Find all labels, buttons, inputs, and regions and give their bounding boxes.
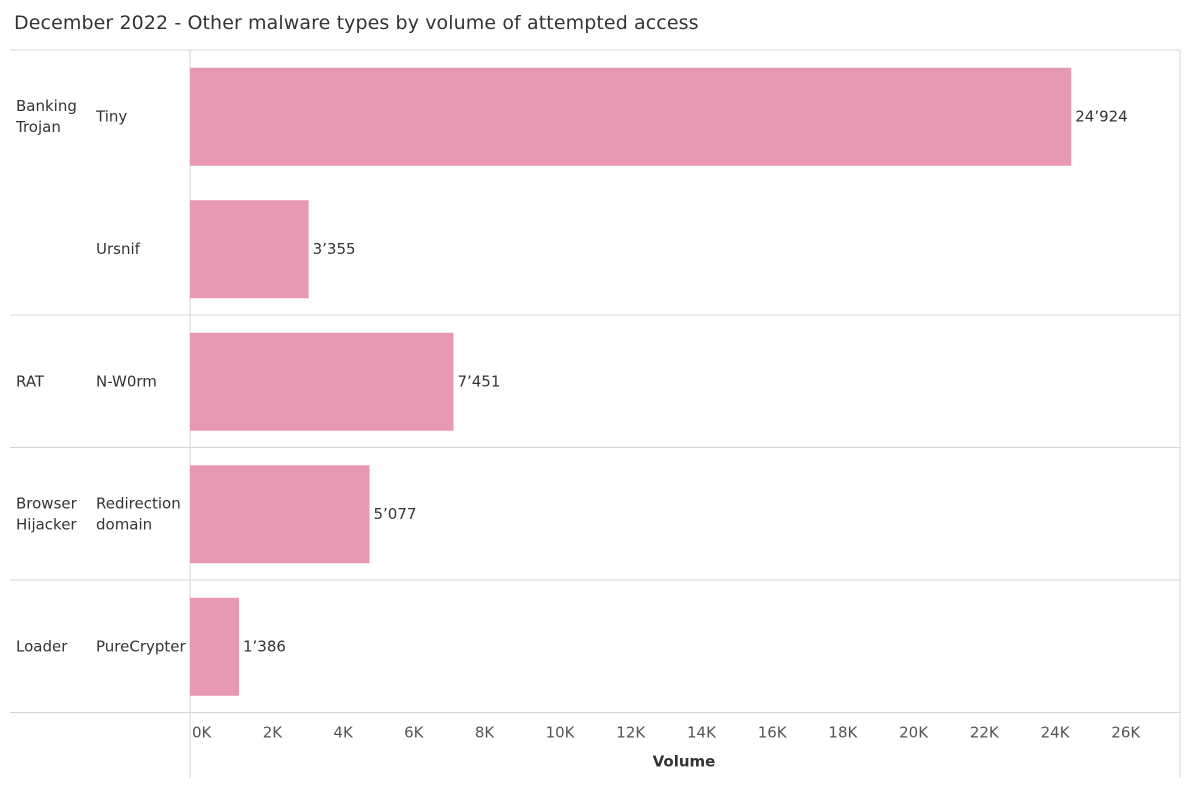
category-label: N-W0rm — [96, 372, 157, 390]
x-axis-title: Volume — [653, 753, 716, 771]
chart-title: December 2022 - Other malware types by v… — [14, 12, 699, 34]
bar — [190, 465, 370, 564]
bar-value-label: 5’077 — [374, 505, 417, 523]
bar — [190, 332, 454, 431]
category-label: Redirection domain — [96, 494, 181, 533]
bars — [190, 67, 1072, 696]
x-tick-label: 8K — [475, 724, 496, 742]
bar — [190, 67, 1072, 166]
value-labels: 24’924 3’355 7’451 5’077 1’386 — [243, 107, 1128, 655]
bar-value-label: 3’355 — [313, 240, 356, 258]
group-label: Banking Trojan — [15, 97, 77, 136]
x-tick-label: 0K — [192, 724, 213, 742]
x-tick-label: 22K — [970, 724, 1000, 742]
bar-value-label: 7’451 — [457, 372, 500, 390]
group-label: Loader — [16, 637, 68, 655]
x-tick-label: 12K — [616, 724, 646, 742]
group-label: RAT — [16, 372, 45, 390]
category-labels: Banking Trojan RAT Browser Hijacker Loader Tin… — [15, 97, 187, 656]
group-label: Browser Hijacker — [16, 494, 78, 533]
x-axis-ticks: 0K 2K 4K 6K 8K 10K 12K 14K 16K 18K 20K 22K 24K 26K — [192, 724, 1141, 742]
bar — [190, 200, 309, 299]
category-label: Ursnif — [96, 240, 141, 258]
x-tick-label: 4K — [333, 724, 354, 742]
category-label: PureCrypter — [96, 637, 187, 655]
x-tick-label: 14K — [687, 724, 717, 742]
category-label: Tiny — [95, 107, 127, 125]
bar-value-label: 1’386 — [243, 637, 286, 655]
bar-value-label: 24’924 — [1075, 107, 1128, 125]
x-tick-label: 26K — [1111, 724, 1141, 742]
x-tick-label: 16K — [758, 724, 788, 742]
x-tick-label: 20K — [899, 724, 929, 742]
x-tick-label: 6K — [404, 724, 425, 742]
x-tick-label: 10K — [546, 724, 576, 742]
x-tick-label: 18K — [828, 724, 858, 742]
bar — [190, 597, 240, 696]
x-tick-label: 2K — [263, 724, 284, 742]
x-tick-label: 24K — [1041, 724, 1071, 742]
